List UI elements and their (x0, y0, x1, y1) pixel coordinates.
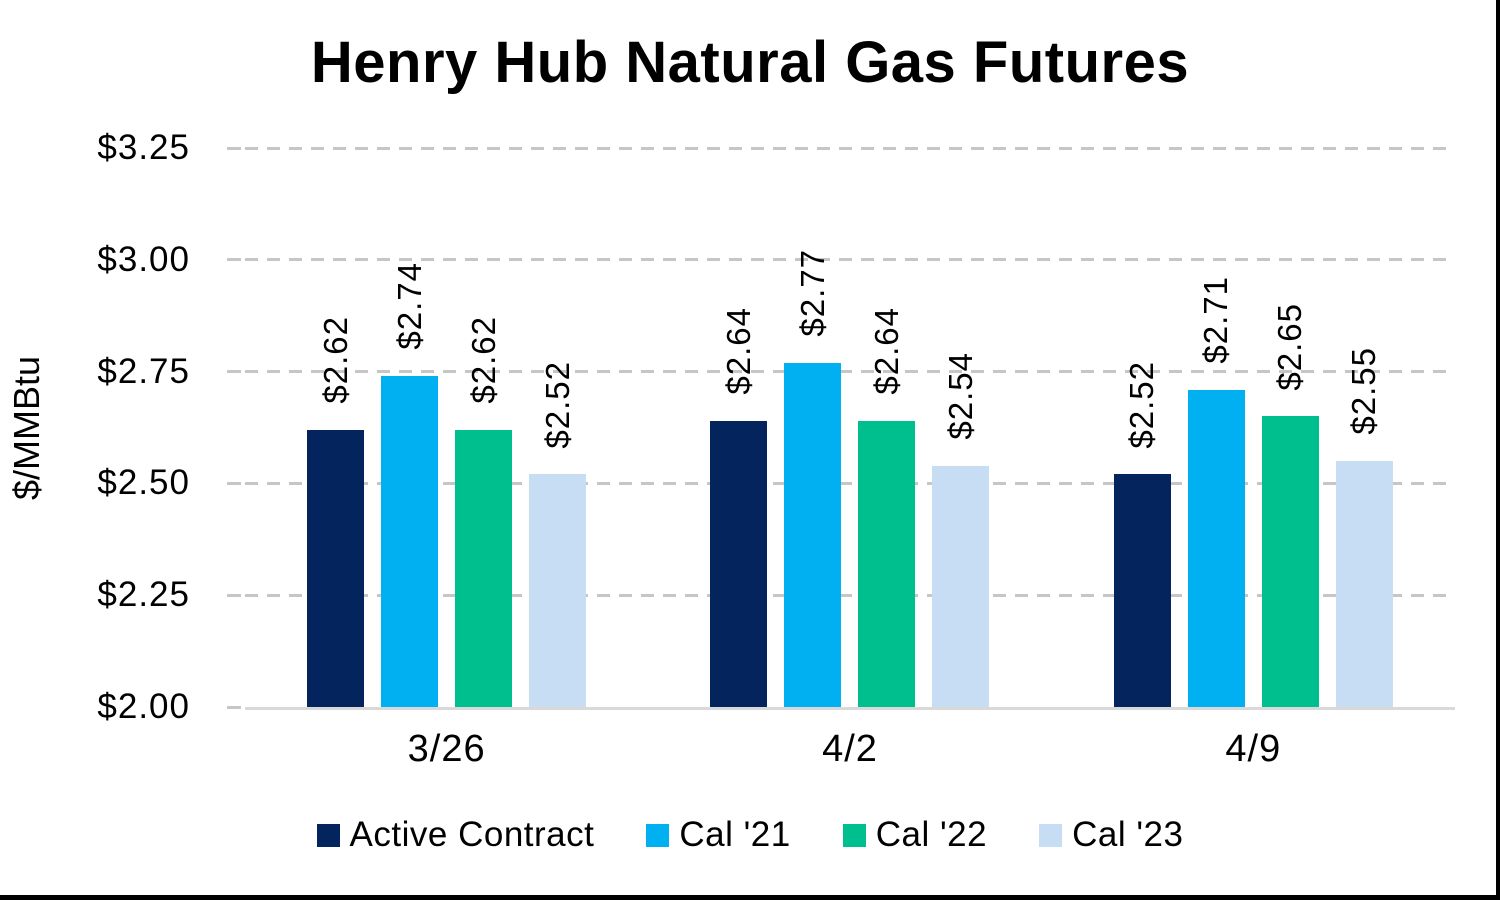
bar-group-4/2: $2.64 $2.77 $2.64 $2.54 (648, 148, 1051, 707)
bar-active-contract: $2.64 (710, 307, 768, 707)
bar-value-label: $2.62 (316, 316, 354, 404)
y-axis-tick-labels: $3.25 $3.00 $2.75 $2.50 $2.25 $2.00 (30, 128, 190, 726)
y-tick-mark (227, 481, 241, 485)
gridline (245, 146, 1455, 150)
bar-group-4/9: $2.52 $2.71 $2.65 $2.55 (1052, 148, 1455, 707)
bar-value-label: $2.62 (464, 316, 502, 404)
bar-cal-21: $2.71 (1187, 276, 1245, 707)
gridline (245, 258, 1455, 262)
bar-group-3/26: $2.62 $2.74 $2.62 $2.52 (245, 148, 648, 707)
bar-value-label: $2.65 (1271, 302, 1309, 391)
legend-item-active-contract: Active Contract (316, 815, 595, 855)
legend-item-cal-21: Cal '21 (646, 815, 790, 855)
y-tick-label: $2.75 (97, 351, 190, 391)
gridline (245, 370, 1455, 374)
y-tick-label: $3.25 (97, 128, 190, 167)
bar-cal-22: $2.62 (455, 316, 513, 707)
bar-cal-23: $2.52 (529, 361, 587, 707)
legend-swatch (842, 823, 866, 847)
x-tick-label: 4/9 (1225, 728, 1282, 770)
legend-item-cal-23: Cal '23 (1039, 815, 1183, 855)
legend-swatch (646, 823, 670, 847)
bar-cal-22: $2.65 (1261, 303, 1319, 707)
gridline (245, 481, 1455, 485)
x-axis-baseline (245, 707, 1455, 710)
bar-value-label: $2.77 (793, 249, 831, 337)
y-tick-mark (227, 370, 241, 374)
y-tick-label: $2.00 (97, 687, 190, 726)
x-tick-label: 4/2 (822, 728, 878, 770)
bar-value-label: $2.74 (390, 262, 428, 351)
bar-cal-23: $2.55 (1335, 347, 1393, 707)
y-tick-label: $2.50 (97, 463, 190, 503)
bar-value-label: $2.52 (1123, 360, 1161, 449)
legend-swatch (1039, 823, 1063, 847)
bar-cal-22: $2.64 (858, 307, 916, 707)
bar-cal-21: $2.77 (784, 249, 842, 707)
x-tick-label: 3/26 (407, 728, 486, 770)
y-tick-mark (227, 705, 241, 709)
bar-value-label: $2.64 (719, 307, 757, 395)
y-tick-mark (227, 146, 241, 150)
legend: Active Contract Cal '21 Cal '22 Cal '23 (0, 810, 1500, 860)
chart-title: Henry Hub Natural Gas Futures (310, 30, 1190, 95)
y-tick-label: $3.00 (97, 239, 190, 279)
bar-value-label: $2.71 (1197, 275, 1235, 364)
y-tick-label: $2.25 (97, 575, 190, 615)
bar-value-label: $2.64 (867, 307, 905, 395)
legend-item-label: Active Contract (349, 815, 595, 854)
plot-area: $2.62 $2.74 $2.62 $2.52 $2.64 $2.77 $2.64 $2.54… (227, 146, 1455, 710)
bar-cal-21: $2.74 (381, 262, 439, 707)
bar-value-label: $2.54 (941, 351, 979, 440)
bar-active-contract: $2.62 (307, 316, 365, 707)
page-border-bottom (0, 895, 1500, 900)
page-border-right (1496, 0, 1500, 900)
legend-item-label: Cal '22 (875, 815, 988, 854)
bar-value-label: $2.52 (538, 360, 576, 449)
bar-cal-23: $2.54 (932, 352, 990, 707)
y-tick-mark (227, 258, 241, 262)
gridline (245, 593, 1455, 597)
legend-item-cal-22: Cal '22 (842, 815, 988, 855)
y-tick-mark (227, 593, 241, 597)
legend-item-label: Cal '23 (1072, 815, 1184, 854)
bar-active-contract: $2.52 (1113, 361, 1171, 707)
x-axis-tick-labels: 3/26 4/2 4/9 (245, 728, 1455, 778)
bar-value-label: $2.55 (1345, 347, 1383, 436)
legend-item-label: Cal '21 (679, 815, 791, 854)
legend-swatch (316, 823, 340, 847)
